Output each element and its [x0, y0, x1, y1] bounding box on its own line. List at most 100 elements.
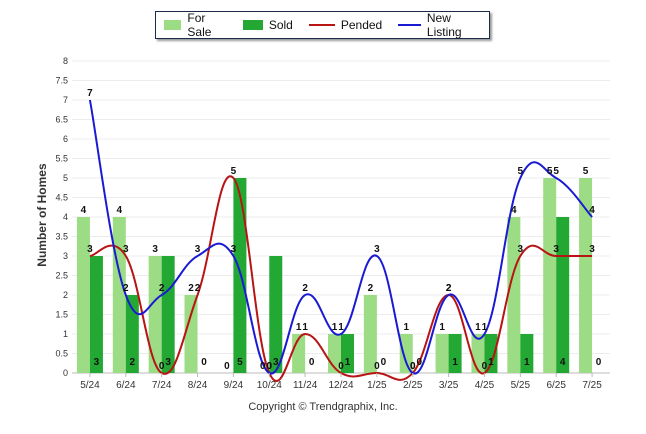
label-sold: 0 [201, 357, 207, 368]
label-sold: 5 [237, 357, 243, 368]
x-tick-label: 7/25 [582, 380, 602, 391]
label-for-sale: 1 [296, 322, 302, 333]
x-tick-label: 3/25 [439, 380, 459, 391]
bar-sold [233, 178, 247, 373]
line-new-listing [88, 99, 593, 375]
label-pended: 2 [195, 283, 201, 294]
x-tick-label: 10/24 [257, 380, 282, 391]
x-tick-label: 11/24 [293, 380, 318, 391]
label-pended: 0 [374, 361, 380, 372]
x-tick-label: 6/24 [116, 380, 136, 391]
label-new-listing: 3 [231, 244, 237, 255]
y-tick-label: 4 [63, 212, 68, 222]
label-new-listing: 4 [589, 205, 595, 216]
bar-sold [125, 295, 139, 373]
line-pended [89, 175, 593, 382]
bar-sold [448, 334, 462, 373]
y-tick-label: 2.5 [55, 271, 68, 281]
label-sold: 0 [596, 357, 602, 368]
x-tick-label: 12/24 [328, 380, 353, 391]
label-pended: 0 [159, 361, 165, 372]
bar-sold [556, 217, 570, 373]
label-pended: 0 [410, 361, 416, 372]
legend-swatch-pended [308, 24, 335, 26]
y-tick-label: 6.5 [55, 115, 68, 125]
x-tick-label: 7/24 [152, 380, 172, 391]
label-sold: 1 [345, 357, 351, 368]
y-tick-label: 3.5 [55, 232, 68, 242]
legend-item-for-sale[interactable]: For Sale [164, 11, 227, 39]
x-tick-label: 5/24 [80, 380, 100, 391]
bar-for-sale [112, 217, 126, 373]
label-pended: 3 [87, 244, 93, 255]
label-for-sale: 5 [547, 166, 553, 177]
label-new-listing: 2 [302, 283, 308, 294]
x-tick-label: 1/25 [367, 380, 387, 391]
x-tick-label: 2/25 [403, 380, 423, 391]
label-new-listing: 1 [482, 322, 488, 333]
legend-label-sold: Sold [268, 18, 293, 32]
y-tick-label: 5 [63, 173, 68, 183]
label-pended: 3 [553, 244, 559, 255]
x-axis-ticks: 5/24 6/24 7/24 8/24 9/24 10/24 11/24 12/24 1/25 2… [80, 373, 602, 391]
y-tick-label: 1 [63, 329, 68, 339]
legend-item-sold[interactable]: Sold [242, 18, 293, 32]
y-tick-label: 7.5 [55, 76, 68, 86]
y-tick-label: 6 [63, 134, 68, 144]
y-axis-ticks: 0 0.5 1 1.5 2 2.5 3 3.5 4 4.5 5 5.5 6 6.5 7 7.5 8 [55, 56, 68, 378]
bar-sold [269, 256, 283, 373]
bar-sold [484, 334, 498, 373]
legend-item-new-listing[interactable]: New Listing [398, 11, 481, 39]
legend-label-for-sale: For Sale [187, 11, 212, 39]
label-for-sale: 3 [152, 244, 158, 255]
x-tick-label: 6/25 [546, 380, 566, 391]
bar-for-sale [76, 217, 90, 373]
y-tick-label: 4.5 [55, 193, 68, 203]
label-pended: 3 [589, 244, 595, 255]
y-tick-label: 5.5 [55, 154, 68, 164]
label-pended: 3 [518, 244, 524, 255]
legend: For Sale Sold Pended New Listing [155, 11, 490, 39]
label-new-listing: 2 [159, 283, 165, 294]
label-new-listing: 3 [374, 244, 380, 255]
label-sold: 1 [524, 357, 530, 368]
x-tick-label: 5/25 [511, 380, 531, 391]
legend-label-new-listing: New Listing [426, 11, 462, 39]
label-pended: 1 [302, 322, 308, 333]
bar-for-sale [543, 178, 557, 373]
label-for-sale: 1 [332, 322, 338, 333]
y-tick-label: 7 [63, 95, 68, 105]
legend-item-pended[interactable]: Pended [308, 18, 382, 32]
lines-layer [88, 99, 593, 382]
x-tick-label: 9/24 [224, 380, 244, 391]
bar-for-sale [435, 334, 449, 373]
bar-sold [520, 334, 534, 373]
bar-sold [161, 256, 175, 373]
label-sold: 1 [452, 357, 458, 368]
y-axis-label: Number of Homes [35, 163, 49, 267]
label-new-listing: 2 [123, 283, 129, 294]
copyright-text: Copyright © Trendgraphix, Inc. [248, 401, 398, 413]
label-for-sale: 2 [368, 283, 374, 294]
label-pended: 0 [266, 361, 272, 372]
label-new-listing: 1 [338, 322, 344, 333]
x-tick-label: 4/25 [475, 380, 495, 391]
y-tick-label: 0 [63, 368, 68, 378]
label-sold: 4 [560, 357, 566, 368]
bar-for-sale [148, 256, 162, 373]
label-pended: 0 [482, 361, 488, 372]
label-for-sale: 0 [260, 361, 266, 372]
label-new-listing: 2 [446, 283, 452, 294]
y-tick-label: 8 [63, 56, 68, 66]
label-sold: 1 [488, 357, 494, 368]
legend-swatch-new-listing [398, 24, 421, 26]
label-for-sale: 4 [81, 205, 87, 216]
label-sold: 2 [130, 357, 136, 368]
label-new-listing: 3 [195, 244, 201, 255]
label-sold: 3 [273, 357, 279, 368]
y-tick-label: 3 [63, 251, 68, 261]
label-new-listing: 5 [518, 166, 524, 177]
bar-for-sale [399, 334, 413, 373]
